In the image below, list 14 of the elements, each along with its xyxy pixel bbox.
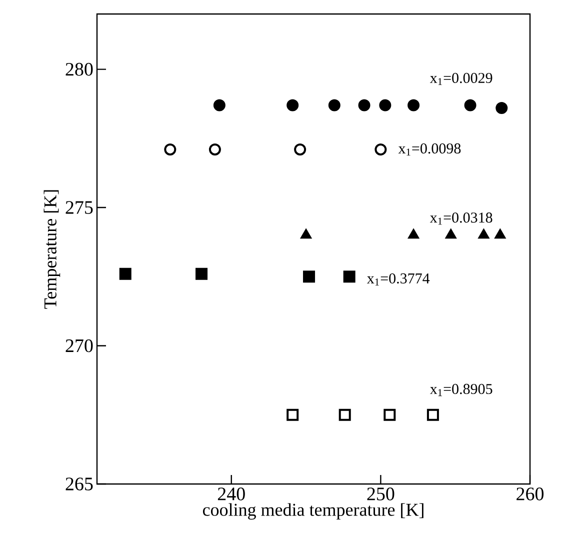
series-label: x$_{1}$=0.0098 (398, 143, 461, 156)
y-tick-label: 275 (66, 201, 93, 214)
series-label: x$_{1}$=0.3774 (366, 273, 430, 286)
y-tick-label: 270 (66, 339, 93, 352)
series-label: x$_{1}$=0.0318 (430, 212, 492, 225)
x-axis-title: cooling media temperature [K] (202, 503, 424, 520)
y-tick-label: 265 (66, 478, 93, 490)
y-axis-title: Temperature [K] (44, 190, 60, 309)
y-tick-label: 280 (66, 62, 93, 76)
series-label: x$_{1}$=0.0029 (430, 72, 492, 86)
series-label: x$_{1}$=0.8905 (430, 384, 492, 396)
x-tick-label: 240 (218, 488, 245, 500)
x-tick-label: 250 (367, 488, 394, 500)
x-tick-label: 260 (516, 488, 544, 500)
